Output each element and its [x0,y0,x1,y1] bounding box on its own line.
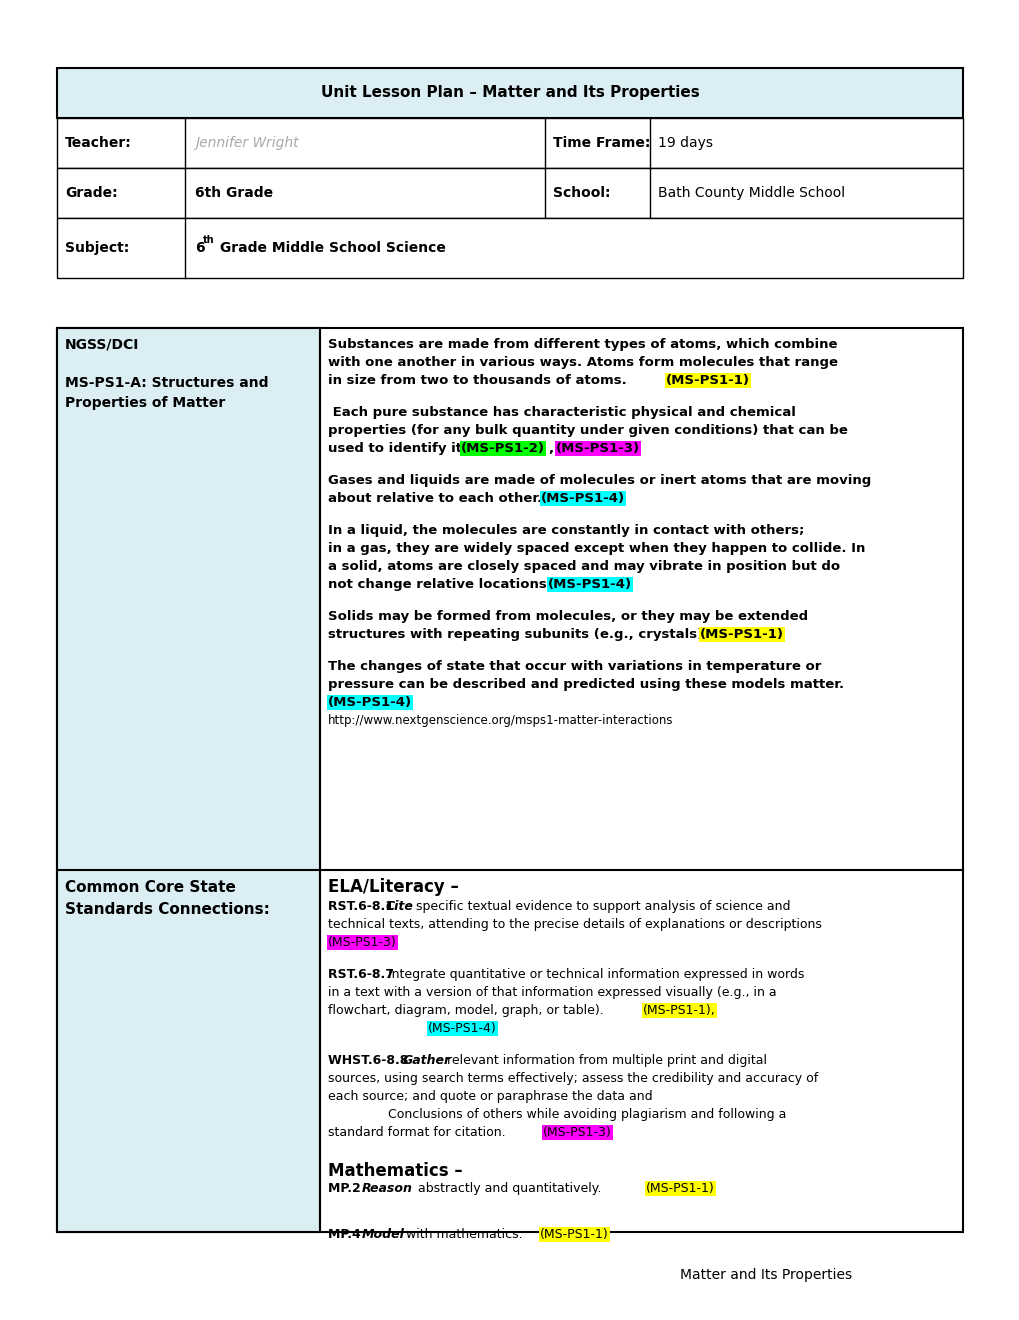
Text: th: th [203,235,214,246]
Text: MP.4: MP.4 [328,1228,365,1241]
Text: NGSS/DCI: NGSS/DCI [65,338,140,352]
Text: a solid, atoms are closely spaced and may vibrate in position but do: a solid, atoms are closely spaced and ma… [328,560,840,573]
Text: (MS-PS1-4): (MS-PS1-4) [428,1022,496,1035]
Text: ,: , [547,442,552,455]
Text: Solids may be formed from molecules, or they may be extended: Solids may be formed from molecules, or … [328,610,807,623]
Text: Cite: Cite [385,900,414,913]
Text: Properties of Matter: Properties of Matter [65,396,225,411]
Text: (MS-PS1-4): (MS-PS1-4) [328,696,412,709]
Bar [57,327,962,1232]
Bar [57,69,962,117]
Text: Model: Model [362,1228,405,1241]
Text: Standards Connections:: Standards Connections: [65,902,270,917]
Text: used to identify it.: used to identify it. [328,442,471,455]
Text: MS-PS1-A: Structures and: MS-PS1-A: Structures and [65,376,268,389]
Text: http://www.nextgenscience.org/msps1-matter-interactions: http://www.nextgenscience.org/msps1-matt… [328,714,673,727]
Text: (MS-PS1-1): (MS-PS1-1) [539,1228,608,1241]
Text: Common Core State: Common Core State [65,880,235,895]
Text: Grade Middle School Science: Grade Middle School Science [215,242,445,255]
Text: relevant information from multiple print and digital: relevant information from multiple print… [442,1053,766,1067]
Text: (MS-PS1-1): (MS-PS1-1) [665,374,749,387]
Text: abstractly and quantitatively.: abstractly and quantitatively. [414,1181,605,1195]
Text: School:: School: [552,186,610,201]
Text: Gather: Gather [403,1053,450,1067]
Bar [57,327,320,1232]
Text: (MS-PS1-3): (MS-PS1-3) [328,936,396,949]
Text: Gases and liquids are made of molecules or inert atoms that are moving: Gases and liquids are made of molecules … [328,474,870,487]
Text: In a liquid, the molecules are constantly in contact with others;: In a liquid, the molecules are constantl… [328,524,804,537]
Text: in size from two to thousands of atoms.: in size from two to thousands of atoms. [328,374,626,387]
Text: about relative to each other.: about relative to each other. [328,492,546,506]
Text: in a gas, they are widely spaced except when they happen to collide. In: in a gas, they are widely spaced except … [328,543,864,554]
Text: standard format for citation.: standard format for citation. [328,1126,510,1139]
Text: Reason: Reason [362,1181,413,1195]
Text: sources, using search terms effectively; assess the credibility and accuracy of: sources, using search terms effectively;… [328,1072,817,1085]
Text: Jennifer Wright: Jennifer Wright [195,136,299,150]
Text: in a text with a version of that information expressed visually (e.g., in a: in a text with a version of that informa… [328,986,775,999]
Text: structures with repeating subunits (e.g., crystals).: structures with repeating subunits (e.g.… [328,628,712,642]
Text: not change relative locations.: not change relative locations. [328,578,556,591]
Text: Substances are made from different types of atoms, which combine: Substances are made from different types… [328,338,837,351]
Text: properties (for any bulk quantity under given conditions) that can be: properties (for any bulk quantity under … [328,424,847,437]
Bar [57,218,962,279]
Text: (MS-PS1-1),: (MS-PS1-1), [642,1005,715,1016]
Text: with mathematics.: with mathematics. [401,1228,526,1241]
Text: RST.6-8.1: RST.6-8.1 [328,900,398,913]
Text: Bath County Middle School: Bath County Middle School [657,186,845,201]
Text: flowchart, diagram, model, graph, or table).: flowchart, diagram, model, graph, or tab… [328,1005,607,1016]
Text: technical texts, attending to the precise details of explanations or description: technical texts, attending to the precis… [328,917,821,931]
Text: (MS-PS1-2): (MS-PS1-2) [461,442,544,455]
Text: (MS-PS1-4): (MS-PS1-4) [540,492,625,506]
Text: (MS-PS1-1): (MS-PS1-1) [699,628,784,642]
Text: (MS-PS1-3): (MS-PS1-3) [542,1126,611,1139]
Text: The changes of state that occur with variations in temperature or: The changes of state that occur with var… [328,660,820,673]
Text: 19 days: 19 days [657,136,712,150]
Text: Subject:: Subject: [65,242,129,255]
Text: Grade:: Grade: [65,186,117,201]
Text: RST.6-8.7: RST.6-8.7 [328,968,398,981]
Text: (MS-PS1-3): (MS-PS1-3) [555,442,640,455]
Text: with one another in various ways. Atoms form molecules that range: with one another in various ways. Atoms … [328,356,838,370]
Text: Conclusions of others while avoiding plagiarism and following a: Conclusions of others while avoiding pla… [387,1107,786,1121]
Text: Matter and Its Properties: Matter and Its Properties [680,1269,851,1282]
Text: 6th Grade: 6th Grade [195,186,273,201]
Bar [57,168,962,218]
Text: each source; and quote or paraphrase the data and: each source; and quote or paraphrase the… [328,1090,652,1104]
Text: ELA/Literacy –: ELA/Literacy – [328,878,459,896]
Text: WHST.6-8.8: WHST.6-8.8 [328,1053,413,1067]
Text: pressure can be described and predicted using these models matter.: pressure can be described and predicted … [328,678,844,690]
Text: (MS-PS1-1): (MS-PS1-1) [645,1181,714,1195]
Text: Unit Lesson Plan – Matter and Its Properties: Unit Lesson Plan – Matter and Its Proper… [320,86,699,100]
Text: Each pure substance has characteristic physical and chemical: Each pure substance has characteristic p… [328,407,795,418]
Text: 6: 6 [195,242,205,255]
Text: Mathematics –: Mathematics – [328,1162,463,1180]
Bar [57,117,962,168]
Text: Time Frame:: Time Frame: [552,136,650,150]
Text: (MS-PS1-4): (MS-PS1-4) [547,578,632,591]
Text: Integrate quantitative or technical information expressed in words: Integrate quantitative or technical info… [387,968,804,981]
Text: specific textual evidence to support analysis of science and: specific textual evidence to support ana… [412,900,790,913]
Text: Teacher:: Teacher: [65,136,131,150]
Text: MP.2: MP.2 [328,1181,365,1195]
